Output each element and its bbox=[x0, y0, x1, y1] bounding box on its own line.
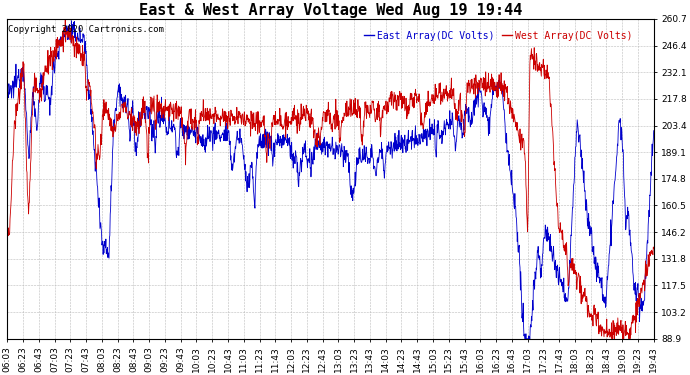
East Array(DC Volts) bbox=[649, 128, 658, 133]
Line: West Array(DC Volts): West Array(DC Volts) bbox=[8, 20, 653, 339]
West Array(DC Volts) bbox=[649, 246, 658, 251]
West Array(DC Volts) bbox=[611, 330, 619, 334]
West Array(DC Volts) bbox=[608, 336, 616, 341]
West Array(DC Volts) bbox=[273, 119, 281, 123]
West Array(DC Volts) bbox=[416, 108, 424, 112]
East Array(DC Volts) bbox=[520, 336, 529, 341]
West Array(DC Volts) bbox=[429, 93, 437, 97]
East Array(DC Volts) bbox=[68, 18, 76, 23]
Text: Copyright 2020 Cartronics.com: Copyright 2020 Cartronics.com bbox=[8, 26, 164, 34]
West Array(DC Volts) bbox=[645, 264, 653, 269]
East Array(DC Volts) bbox=[645, 208, 653, 212]
West Array(DC Volts) bbox=[61, 18, 70, 22]
East Array(DC Volts) bbox=[273, 140, 281, 145]
East Array(DC Volts) bbox=[611, 178, 619, 182]
East Array(DC Volts) bbox=[416, 142, 424, 146]
East Array(DC Volts) bbox=[429, 128, 437, 132]
Line: East Array(DC Volts): East Array(DC Volts) bbox=[8, 21, 653, 339]
East Array(DC Volts) bbox=[3, 94, 12, 98]
West Array(DC Volts) bbox=[3, 231, 12, 236]
East Array(DC Volts) bbox=[409, 136, 417, 141]
Legend: East Array(DC Volts), West Array(DC Volts): East Array(DC Volts), West Array(DC Volt… bbox=[360, 27, 636, 45]
Title: East & West Array Voltage Wed Aug 19 19:44: East & West Array Voltage Wed Aug 19 19:… bbox=[139, 3, 522, 18]
West Array(DC Volts) bbox=[409, 106, 417, 110]
